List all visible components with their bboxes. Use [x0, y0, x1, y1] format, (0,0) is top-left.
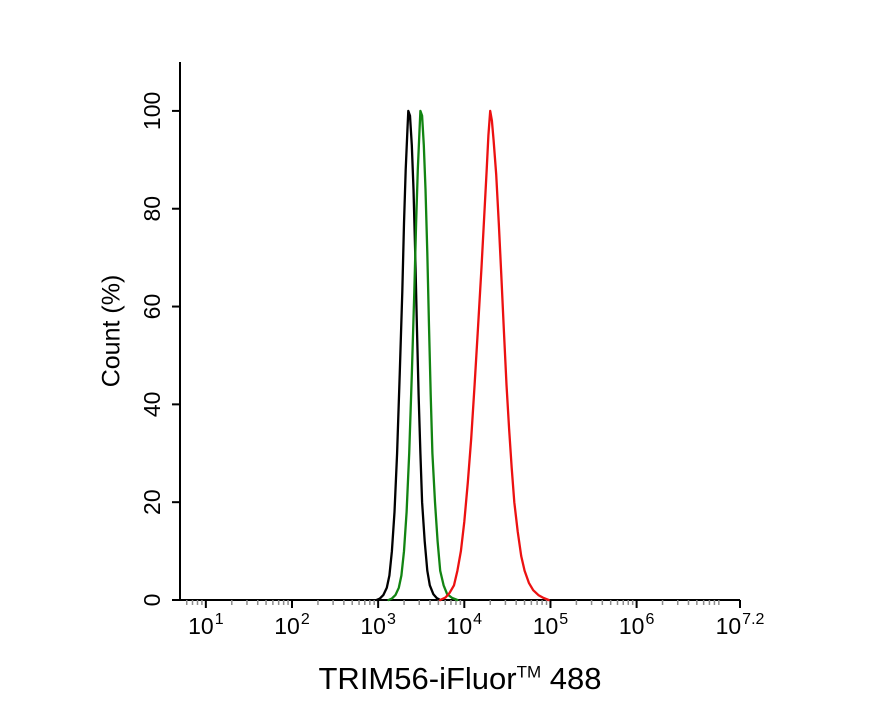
x-tick-label: 103 — [360, 611, 396, 639]
histogram-curve-antibody-red — [439, 109, 550, 602]
x-tick-label: 101 — [188, 611, 224, 639]
x-axis-title: TRIM56-iFluorTM 488 — [180, 661, 740, 697]
y-tick-label: 80 — [139, 196, 165, 222]
x-axis-title-base: TRIM56-iFluor — [318, 661, 517, 696]
x-axis-title-suffix: 488 — [541, 661, 602, 696]
x-tick-label: 104 — [447, 611, 483, 639]
y-tick-label: 20 — [139, 489, 165, 515]
histogram-curve-isotype-green — [387, 109, 459, 602]
trademark-superscript: TM — [516, 662, 542, 682]
x-tick-label: 106 — [619, 611, 655, 639]
y-tick-label: 40 — [139, 392, 165, 418]
x-tick-label: 107.2 — [716, 611, 765, 639]
histogram-curve-control-black — [375, 109, 442, 602]
y-tick-label: 100 — [139, 92, 165, 130]
x-tick-label: 102 — [274, 611, 310, 639]
y-tick-label: 60 — [139, 294, 165, 320]
y-tick-label: 0 — [139, 594, 165, 607]
y-axis-title: Count (%) — [97, 274, 126, 388]
x-tick-label: 105 — [533, 611, 569, 639]
